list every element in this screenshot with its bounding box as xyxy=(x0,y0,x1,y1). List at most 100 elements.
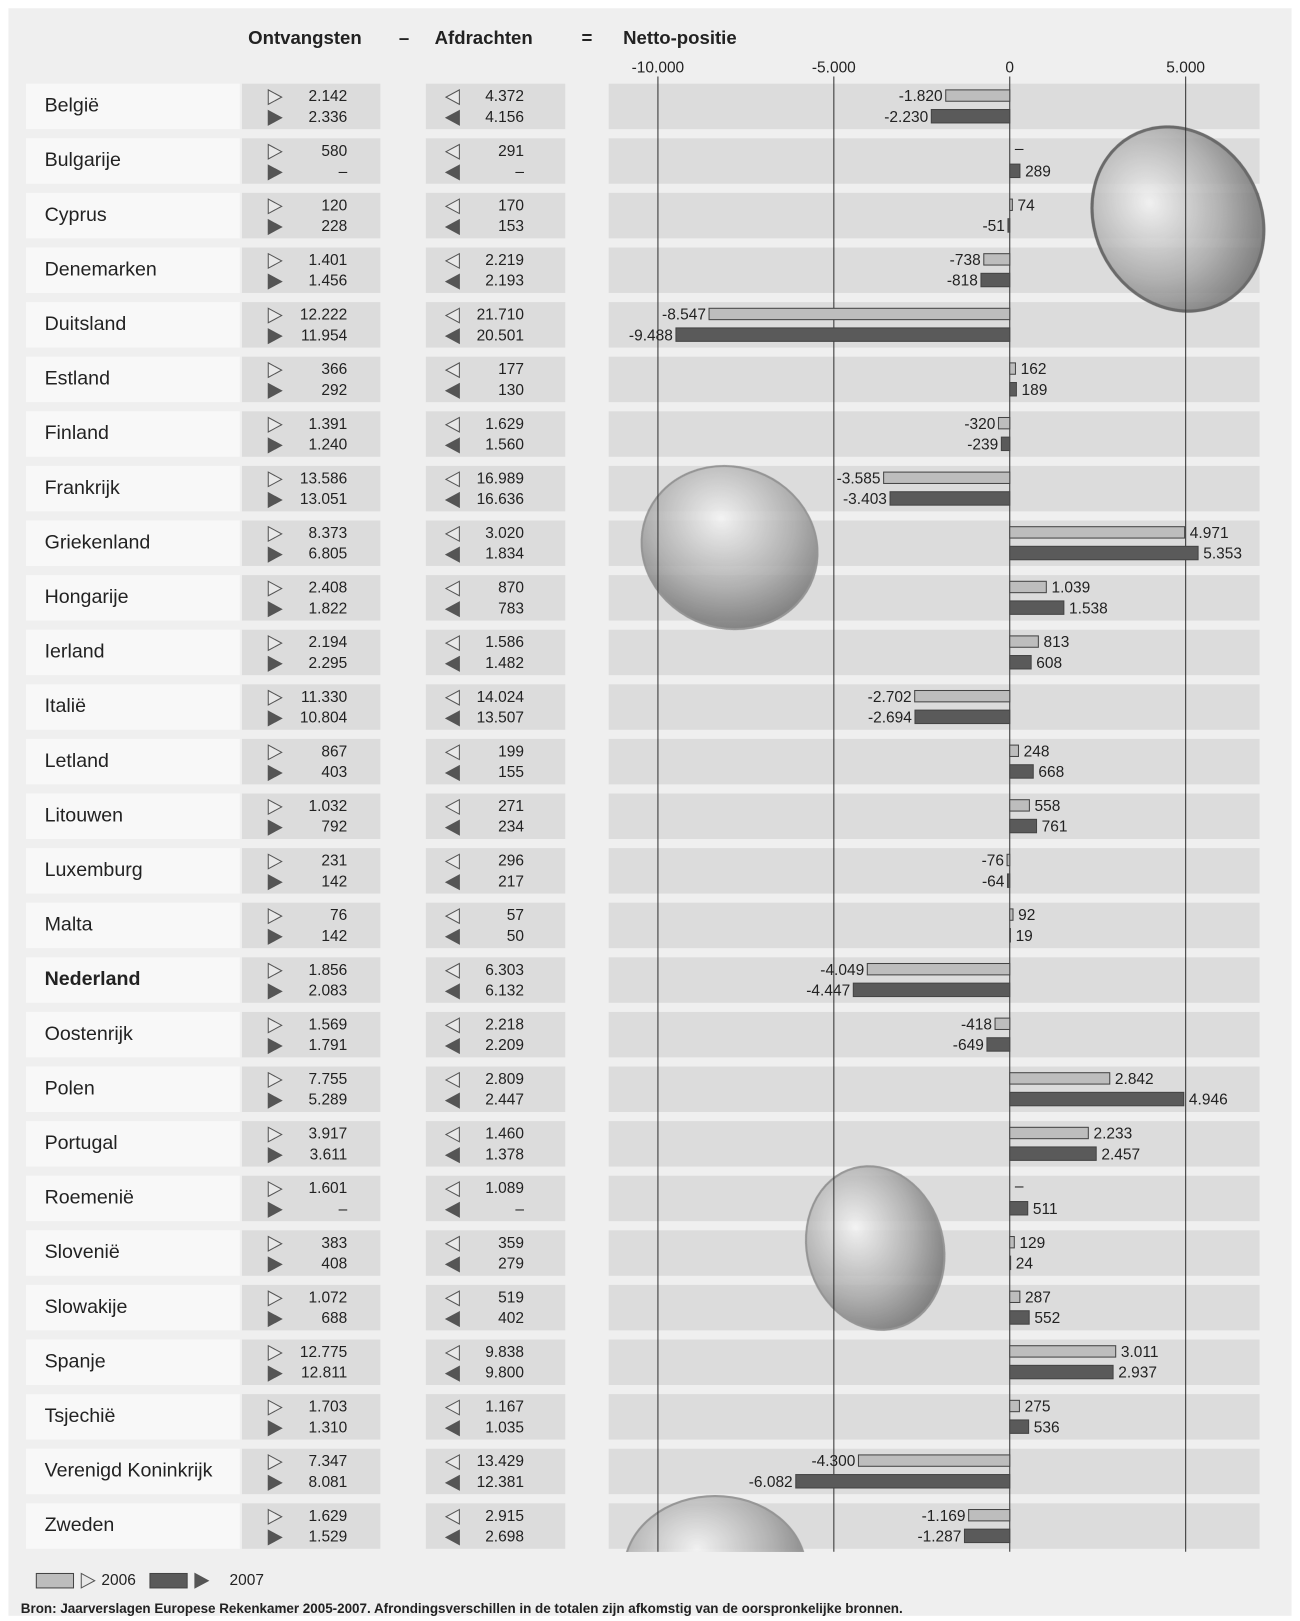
payments-marker xyxy=(444,252,460,270)
receipts-cell xyxy=(241,520,381,566)
payments-marker xyxy=(444,1201,460,1218)
value-label: -6.082 xyxy=(749,1474,793,1491)
country-label: Slovenië xyxy=(45,1241,120,1263)
value-label: 3.011 xyxy=(1121,1344,1159,1361)
bar xyxy=(1007,218,1011,233)
value-label: 813 xyxy=(1044,634,1070,651)
payments-value: 13.429 xyxy=(477,1453,524,1470)
receipts-value: – xyxy=(339,163,348,180)
payments-marker xyxy=(444,1092,460,1109)
receipts-marker xyxy=(267,437,283,454)
payments-value: 402 xyxy=(498,1310,524,1327)
payments-value: 2.447 xyxy=(485,1092,524,1109)
label-cell xyxy=(25,1066,240,1112)
country-label: Oostenrijk xyxy=(45,1023,133,1045)
receipts-value: 8.373 xyxy=(309,525,348,542)
plot-cell xyxy=(608,902,1260,949)
plot-cell xyxy=(608,1121,1260,1167)
value-label: -1.169 xyxy=(922,1508,966,1525)
bar xyxy=(1009,362,1016,375)
receipts-marker xyxy=(267,1365,283,1382)
payments-cell xyxy=(425,848,566,894)
bar xyxy=(1009,635,1039,648)
value-label: -239 xyxy=(967,436,998,453)
value-label: -1.820 xyxy=(899,88,943,105)
value-label: 4.946 xyxy=(1189,1092,1228,1109)
receipts-value: 408 xyxy=(321,1256,347,1273)
x-tick-label: 5.000 xyxy=(1166,59,1205,76)
country-label: Litouwen xyxy=(45,804,124,826)
receipts-marker xyxy=(267,1181,283,1198)
receipts-value: 1.032 xyxy=(309,798,348,815)
value-label: 189 xyxy=(1022,382,1048,399)
payments-marker xyxy=(444,143,460,160)
receipts-marker xyxy=(267,1235,283,1252)
payments-marker xyxy=(444,307,460,324)
receipts-marker xyxy=(267,908,283,925)
payments-marker xyxy=(444,198,460,215)
label-cell xyxy=(25,356,240,403)
payments-value: 1.378 xyxy=(485,1146,524,1163)
receipts-value: 1.629 xyxy=(309,1508,348,1525)
value-label: 552 xyxy=(1034,1310,1060,1327)
receipts-value: 1.529 xyxy=(309,1529,348,1546)
payments-value: 21.710 xyxy=(477,307,524,324)
payments-value: 1.482 xyxy=(485,655,524,672)
label-cell xyxy=(25,138,240,184)
receipts-value: 1.822 xyxy=(309,600,348,617)
payments-marker xyxy=(444,1071,460,1089)
payments-cell xyxy=(425,629,566,676)
country-label: Verenigd Koninkrijk xyxy=(45,1460,213,1482)
header-receipts: Ontvangsten xyxy=(248,27,362,48)
payments-cell xyxy=(425,138,566,184)
receipts-value: 10.804 xyxy=(300,709,348,726)
receipts-cell xyxy=(241,1339,381,1385)
receipts-value: 2.336 xyxy=(309,109,348,126)
payments-cell xyxy=(425,192,566,239)
payments-cell xyxy=(425,902,566,949)
receipts-marker xyxy=(267,689,283,706)
payments-marker xyxy=(444,362,460,379)
receipts-marker xyxy=(267,307,283,324)
receipts-value: 6.805 xyxy=(309,546,348,563)
payments-value: 296 xyxy=(498,853,524,870)
payments-value: 1.167 xyxy=(485,1399,524,1416)
receipts-marker xyxy=(267,471,283,488)
value-label: 24 xyxy=(1016,1256,1034,1273)
payments-marker xyxy=(444,491,460,509)
payments-marker xyxy=(444,689,460,706)
receipts-value: 11.330 xyxy=(301,689,347,706)
receipts-marker xyxy=(267,273,283,290)
plot-cell xyxy=(608,848,1260,894)
receipts-marker xyxy=(267,1071,283,1089)
country-label: Spanje xyxy=(45,1350,106,1372)
value-label: 1.039 xyxy=(1051,580,1090,597)
receipts-value: 292 xyxy=(321,382,347,399)
receipts-value: 1.856 xyxy=(309,962,348,979)
payments-cell xyxy=(425,1503,566,1549)
bar xyxy=(914,689,1011,703)
plot-cell xyxy=(608,1339,1260,1385)
receipts-value: 12.811 xyxy=(301,1365,347,1382)
legend-swatch xyxy=(35,1572,75,1589)
label-cell xyxy=(25,738,240,785)
payments-marker xyxy=(444,1147,460,1164)
receipts-marker xyxy=(267,1290,283,1307)
bar xyxy=(994,1017,1011,1030)
receipts-marker xyxy=(267,874,283,891)
payments-marker xyxy=(444,1037,460,1055)
receipts-marker xyxy=(267,252,283,270)
bar xyxy=(1009,526,1186,539)
receipts-value: 2.194 xyxy=(309,634,348,651)
receipts-value: 2.295 xyxy=(309,655,348,672)
country-label: Tsjechië xyxy=(45,1405,116,1427)
legend-swatch xyxy=(149,1572,188,1589)
bar xyxy=(1009,600,1065,615)
payments-marker xyxy=(444,1235,460,1252)
value-label: -76 xyxy=(982,853,1004,870)
value-label: -818 xyxy=(947,273,978,290)
label-cell xyxy=(25,575,240,621)
value-label: 287 xyxy=(1025,1289,1051,1306)
value-label: 4.971 xyxy=(1190,525,1229,542)
receipts-marker xyxy=(267,710,283,727)
